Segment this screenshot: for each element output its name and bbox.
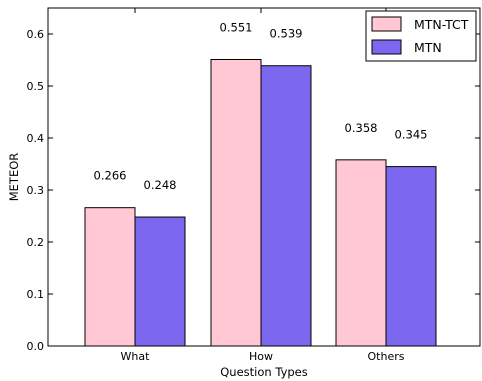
x-axis-label: Question Types (220, 365, 308, 379)
ticks-layer: 0.0 0.1 0.2 0.3 0.4 0.5 0.6 What How Others (27, 8, 480, 363)
y-tick-label: 0.2 (27, 236, 45, 249)
legend: MTN-TCT MTN (365, 10, 477, 62)
bar-mtn-how (260, 65, 312, 347)
y-tick-label: 0.5 (27, 80, 45, 93)
data-label-mtn-tct-what: 0.266 (94, 169, 127, 183)
bar-mtn-tct-what (84, 207, 136, 347)
bar-mtn-tct-others (335, 159, 387, 347)
legend-swatch-mtn-tct (371, 16, 402, 32)
x-tick-label-others: Others (368, 350, 405, 363)
bar-mtn-what (134, 216, 186, 347)
y-axis-label: METEOR (7, 153, 21, 202)
plot-frame (47, 7, 481, 347)
legend-swatch-mtn (371, 39, 402, 55)
x-tick-label-what: What (121, 350, 151, 363)
x-tick-label-how: How (249, 350, 273, 363)
data-label-mtn-what: 0.248 (144, 178, 177, 192)
data-label-mtn-others: 0.345 (395, 128, 428, 142)
bar-mtn-tct-how (210, 58, 262, 347)
legend-label-mtn-tct: MTN-TCT (414, 17, 469, 32)
y-tick-label: 0.3 (27, 184, 45, 197)
y-tick-label: 0.6 (27, 28, 45, 41)
legend-label-mtn: MTN (414, 40, 442, 55)
y-tick-label: 0.1 (27, 288, 45, 301)
bar-mtn-others (385, 166, 437, 347)
y-tick-label: 0.4 (27, 132, 45, 145)
data-labels-layer: 0.266 0.248 0.551 0.539 0.358 0.345 (94, 20, 428, 192)
y-tick-label: 0.0 (27, 340, 45, 353)
data-label-mtn-tct-others: 0.358 (345, 121, 378, 135)
data-label-mtn-how: 0.539 (270, 27, 303, 41)
data-label-mtn-tct-how: 0.551 (220, 20, 253, 34)
bars-layer (84, 58, 437, 347)
